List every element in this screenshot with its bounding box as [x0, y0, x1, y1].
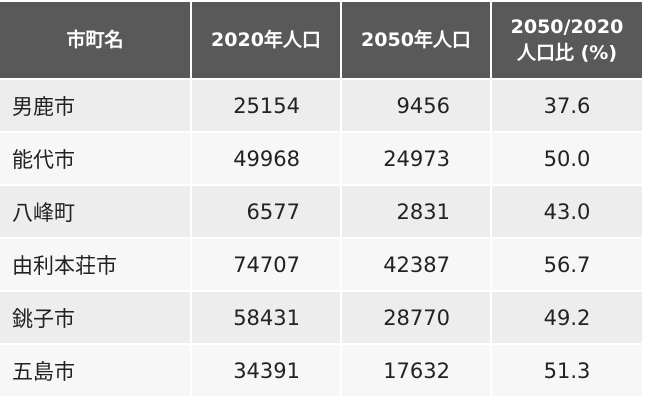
- table-cell: 34391: [192, 345, 340, 396]
- table-cell: 74707: [192, 239, 340, 290]
- table-cell: 28770: [342, 292, 490, 343]
- column-header: 市町名: [0, 2, 190, 78]
- table-cell: 42387: [342, 239, 490, 290]
- table-cell: 2831: [342, 186, 490, 237]
- table-cell: 51.3: [492, 345, 642, 396]
- column-header: 2050年人口: [342, 2, 490, 78]
- table-cell: 24973: [342, 133, 490, 184]
- table-cell: 9456: [342, 80, 490, 131]
- table-cell: 50.0: [492, 133, 642, 184]
- table-cell: 56.7: [492, 239, 642, 290]
- table-cell: 五島市: [0, 345, 190, 396]
- table-cell: 八峰町: [0, 186, 190, 237]
- table-cell: 17632: [342, 345, 490, 396]
- table-row: 五島市 34391 17632 51.3: [0, 345, 642, 396]
- table-cell: 49.2: [492, 292, 642, 343]
- table-cell: 58431: [192, 292, 340, 343]
- table-cell: 25154: [192, 80, 340, 131]
- table-cell: 男鹿市: [0, 80, 190, 131]
- table-cell: 銚子市: [0, 292, 190, 343]
- table-cell: 能代市: [0, 133, 190, 184]
- table-cell: 37.6: [492, 80, 642, 131]
- table-row: 銚子市 58431 28770 49.2: [0, 292, 642, 343]
- table-row: 由利本荘市 74707 42387 56.7: [0, 239, 642, 290]
- table-row: 能代市 49968 24973 50.0: [0, 133, 642, 184]
- column-header: 2050/2020 人口比 (%): [492, 2, 642, 78]
- header-row: 市町名 2020年人口 2050年人口 2050/2020 人口比 (%): [0, 2, 642, 78]
- column-header: 2020年人口: [192, 2, 340, 78]
- table-row: 男鹿市 25154 9456 37.6: [0, 80, 642, 131]
- table-cell: 43.0: [492, 186, 642, 237]
- table-cell: 49968: [192, 133, 340, 184]
- table-row: 八峰町 6577 2831 43.0: [0, 186, 642, 237]
- table-cell: 由利本荘市: [0, 239, 190, 290]
- table-cell: 6577: [192, 186, 340, 237]
